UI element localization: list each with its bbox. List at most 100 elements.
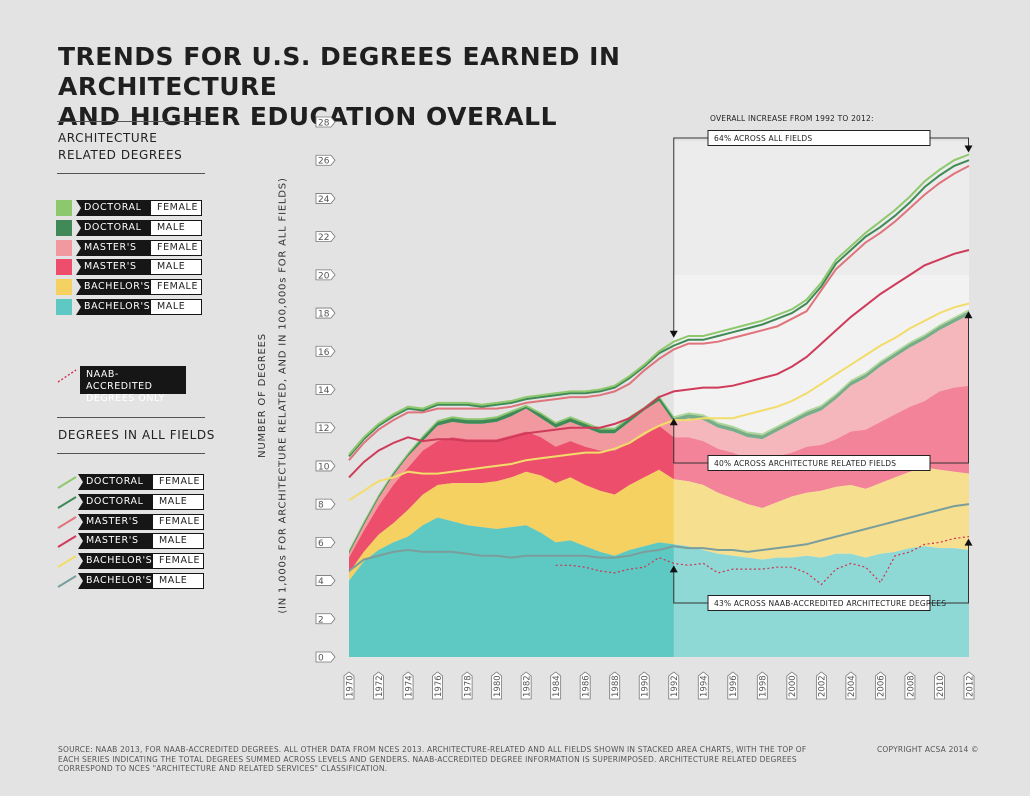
x-tick: 1980 [491, 671, 503, 700]
y-tick-label: 2 [318, 615, 324, 625]
y-tick: 10 [315, 460, 336, 472]
y-tick-tag [315, 116, 336, 128]
x-tick: 1976 [432, 671, 444, 700]
legend-line-swatch [57, 515, 77, 529]
y-tick-label: 22 [318, 233, 329, 243]
y-tick-label: 28 [318, 119, 330, 129]
annotation-all-fields-box [707, 130, 931, 146]
y-tick: 8 [315, 498, 336, 511]
title-line-1: TRENDS FOR U.S. DEGREES EARNED IN ARCHIT… [58, 42, 621, 101]
arch-legend-item: DOCTORAL FEMALE [56, 200, 202, 216]
legend-level-label: MASTER'S [78, 533, 152, 550]
legend-gender-label: MALE [150, 259, 202, 276]
y-tick-label: 0 [318, 654, 324, 664]
divider [57, 417, 205, 418]
x-tick: 2004 [845, 671, 857, 700]
x-tick: 1998 [756, 671, 769, 700]
divider [57, 121, 205, 122]
legend-level-label: BACHELOR'S [76, 299, 150, 315]
x-tick-label: 2006 [877, 675, 887, 697]
annotation-all-fields-connector-left [673, 137, 708, 336]
y-tick: 16 [315, 345, 336, 358]
annotation-naab-box [707, 595, 931, 611]
legend-line-swatch [57, 495, 77, 509]
y-tick-label: 6 [318, 539, 324, 549]
y-tick: 4 [315, 575, 336, 587]
divider [57, 173, 205, 174]
x-tick-tag [343, 671, 355, 700]
x-tick-label: 2008 [906, 675, 916, 697]
x-tick: 1996 [727, 671, 739, 700]
x-tick-tag [638, 671, 650, 700]
legend-level-label: DOCTORAL [76, 200, 150, 216]
y-tick: 18 [315, 307, 336, 320]
legend-line-swatch [57, 575, 77, 588]
x-tick-tag [727, 671, 739, 700]
source-note: SOURCE: NAAB 2013, FOR NAAB-ACCREDITED D… [58, 745, 818, 774]
annotation-all-fields-connector-right [930, 137, 969, 147]
x-tick-tag [402, 671, 414, 700]
x-tick-label: 1992 [670, 675, 680, 697]
naab-legend-label: NAAB-ACCREDITED DEGREES ONLY [80, 366, 186, 404]
x-tick-tag [934, 671, 945, 700]
x-tick: 1978 [461, 671, 473, 700]
line-all-fields-bachelor-s-female [348, 302, 970, 502]
y-tick-label: 20 [318, 271, 330, 281]
area-bachelor-s-male [349, 517, 969, 657]
legend-level-label: MASTER'S [78, 513, 152, 530]
x-tick: 1972 [373, 671, 385, 700]
annotation-architecture-connector-left [673, 424, 708, 464]
x-tick-tag [579, 671, 591, 700]
legend-gender-label: FEMALE [150, 279, 202, 296]
x-tick-tag [815, 671, 827, 700]
annotation-naab-arrow-start [669, 565, 678, 573]
x-tick-tag [756, 671, 768, 700]
all-fields-legend-item: BACHELOR'S FEMALE [56, 553, 204, 570]
legend-color-swatch [56, 219, 72, 236]
annotation-architecture-connector-right [930, 317, 969, 464]
x-tick: 1994 [697, 671, 710, 700]
x-tick: 1988 [609, 671, 621, 700]
area-bachelor-s-female [349, 467, 969, 581]
x-tick: 1992 [668, 671, 680, 700]
y-tick-label: 8 [318, 501, 324, 511]
legend-level-label: BACHELOR'S [78, 553, 152, 570]
x-tick-label: 2012 [965, 675, 975, 697]
legend-color-swatch [56, 279, 72, 296]
line-all-fields-master-s-male [348, 249, 970, 479]
y-tick-label: 18 [318, 310, 330, 320]
y-tick-label: 12 [318, 424, 329, 434]
y-tick-tag [315, 460, 336, 472]
x-tick-label: 1990 [641, 675, 651, 697]
naab-label-line-1: NAAB-ACCREDITED [86, 369, 153, 392]
legend-level-label: MASTER'S [76, 259, 150, 276]
y-tick-tag [315, 307, 336, 319]
y-tick-tag [315, 193, 336, 204]
all-fields-legend-item: DOCTORAL MALE [56, 493, 204, 510]
y-tick-tag [315, 345, 336, 357]
copyright: COPYRIGHT ACSA 2014 © [877, 745, 979, 754]
legend-gender-label: FEMALE [152, 474, 204, 490]
x-tick-label: 2004 [847, 675, 857, 697]
x-tick: 1982 [520, 671, 532, 700]
y-tick-tag [315, 536, 336, 548]
y-tick-tag [315, 575, 336, 586]
x-tick-tag [963, 671, 975, 700]
legend-gender-label: MALE [152, 533, 204, 550]
y-tick-label: 24 [318, 195, 330, 205]
y-tick: 26 [315, 154, 336, 167]
y-tick: 6 [315, 536, 336, 549]
annotation-naab-connector-right [930, 544, 969, 604]
x-tick: 1990 [638, 671, 651, 700]
area-master-s-male [349, 385, 969, 573]
x-tick-label: 1970 [345, 675, 355, 697]
x-tick: 2012 [963, 671, 975, 700]
y-tick-tag [315, 498, 336, 510]
y-tick: 20 [315, 269, 336, 281]
x-tick-label: 1994 [700, 675, 710, 697]
legend-level-label: DOCTORAL [76, 219, 150, 236]
y-tick: 28 [315, 116, 336, 129]
y-tick: 22 [315, 231, 336, 243]
y-tick: 24 [315, 193, 336, 205]
all-fields-legend-item: DOCTORAL FEMALE [56, 474, 204, 490]
